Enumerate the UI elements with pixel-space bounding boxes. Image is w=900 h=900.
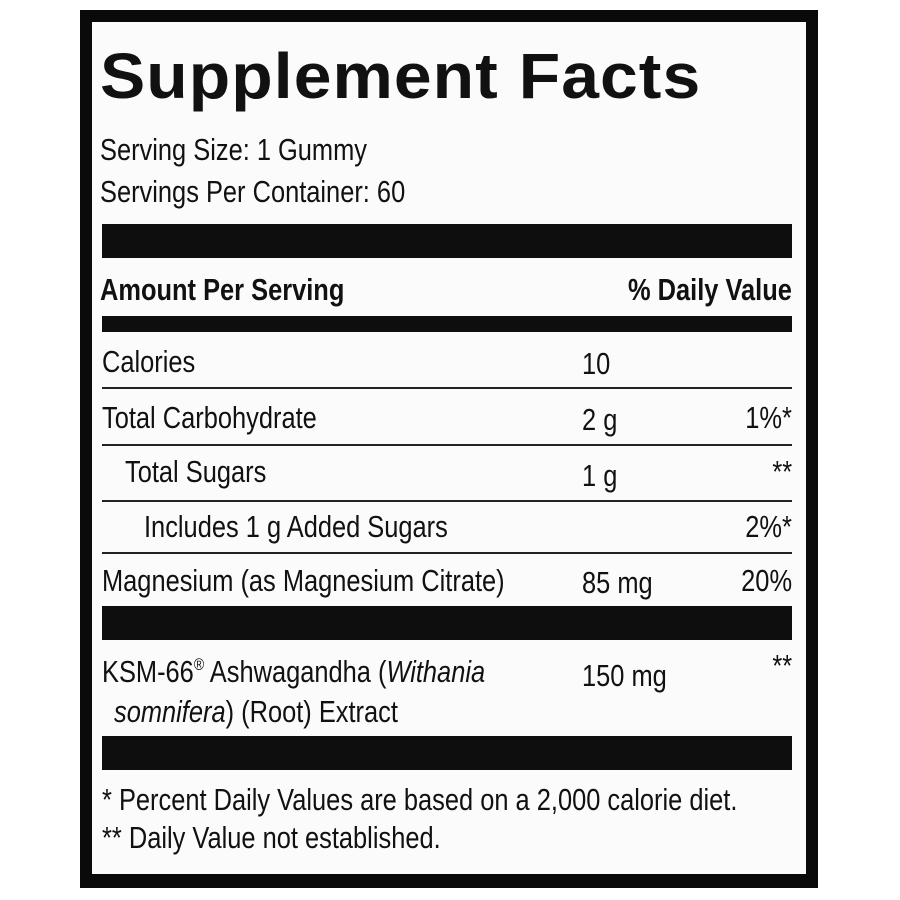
ksm-genus: Withania xyxy=(386,654,486,689)
daily-value-heading: % Daily Value xyxy=(628,272,792,307)
row-dv: 1%* xyxy=(745,400,792,435)
row-amount: 1 g xyxy=(582,458,618,493)
row-name: Includes 1 g Added Sugars xyxy=(144,509,448,544)
amount-per-serving-heading: Amount Per Serving xyxy=(100,272,345,307)
thick-divider xyxy=(102,606,792,640)
medium-divider xyxy=(102,316,792,332)
ksm-amount: 150 mg xyxy=(582,658,667,693)
row-name: Total Carbohydrate xyxy=(102,400,317,435)
row-dv: ** xyxy=(772,454,792,489)
row-name: Calories xyxy=(102,344,196,379)
row-amount: 85 mg xyxy=(582,565,653,600)
row-name: Magnesium (as Magnesium Citrate) xyxy=(102,563,505,598)
label-title: Supplement Facts xyxy=(100,40,702,112)
footnote: * Percent Daily Values are based on a 2,… xyxy=(102,782,738,817)
ksm-dv: ** xyxy=(772,648,792,683)
row-amount: 10 xyxy=(582,346,611,381)
row-dv: 20% xyxy=(741,563,792,598)
row-divider xyxy=(102,387,792,389)
row-dv: 2%* xyxy=(745,509,792,544)
thick-divider xyxy=(102,224,792,258)
label-panel xyxy=(92,22,806,874)
ksm-name-line2: somnifera) (Root) Extract xyxy=(114,696,398,727)
ksm-mid: Ashwagandha ( xyxy=(204,654,387,689)
row-divider xyxy=(102,552,792,554)
row-divider xyxy=(102,500,792,502)
registered-mark: ® xyxy=(193,655,205,675)
row-amount: 2 g xyxy=(582,402,618,437)
ksm-name-line1: KSM-66® Ashwagandha (Withania xyxy=(102,656,485,687)
footnote: ** Daily Value not established. xyxy=(102,820,441,855)
servings-per-container: Servings Per Container: 60 xyxy=(100,174,406,209)
row-name: Total Sugars xyxy=(125,454,267,489)
ksm-species: somnifera xyxy=(114,694,226,729)
row-divider xyxy=(102,444,792,446)
thick-divider xyxy=(102,736,792,770)
serving-size: Serving Size: 1 Gummy xyxy=(100,132,367,167)
ksm-prefix: KSM-66 xyxy=(102,654,194,689)
ksm-rest: ) (Root) Extract xyxy=(225,694,398,729)
